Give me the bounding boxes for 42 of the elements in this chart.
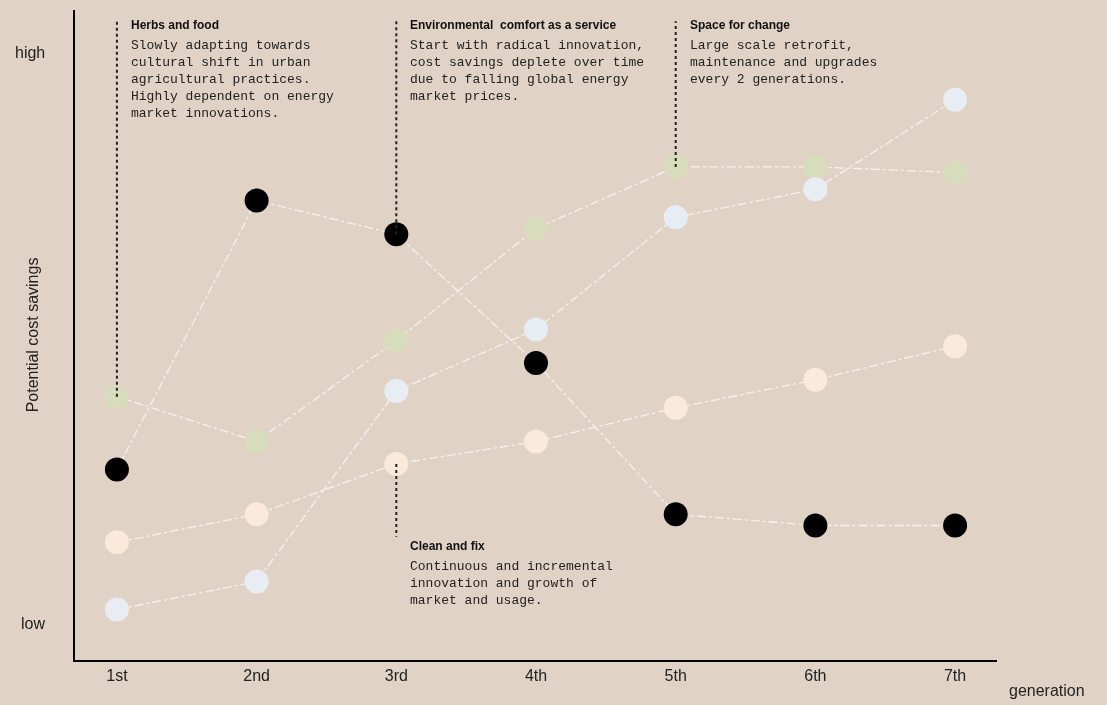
point	[663, 154, 688, 179]
annotation: Clean and fix Continuous and incremental innovation and growth of market and usage.	[410, 539, 614, 608]
x-tick-label: 2nd	[243, 667, 270, 685]
x-tick-label: 4th	[524, 667, 548, 685]
text: low	[21, 615, 46, 632]
point	[803, 154, 828, 179]
point	[244, 502, 269, 527]
x-tick-label: 6th	[804, 667, 827, 685]
point	[104, 384, 129, 409]
point	[943, 87, 968, 112]
annotation: Space for change Large scale retrofit, maintenance and upgrades every 2 generations.	[690, 18, 878, 87]
x-tick-label: 1st	[106, 667, 129, 685]
x-tick-label: 7th	[943, 667, 967, 685]
point	[384, 379, 409, 404]
x-tick-label: 5th	[664, 667, 687, 685]
point	[803, 177, 828, 202]
point	[663, 502, 688, 527]
point	[384, 222, 409, 247]
x-axis-title: generation	[1009, 682, 1085, 699]
point	[524, 317, 548, 342]
x-tick-label: 3rd	[384, 667, 408, 685]
annotation: Environmental comfort as a service Start with radical innovation, cost savings deplete over time due to falling global energy market prices.	[410, 18, 645, 104]
point	[104, 530, 129, 555]
point	[803, 513, 828, 538]
point	[104, 457, 129, 482]
point	[384, 451, 409, 476]
text: high	[15, 44, 46, 61]
point	[104, 597, 129, 622]
point	[524, 429, 548, 454]
point	[244, 429, 269, 454]
point	[803, 367, 828, 392]
point	[524, 216, 548, 241]
point	[663, 205, 688, 230]
point	[244, 569, 269, 594]
point	[244, 188, 269, 213]
point	[663, 395, 688, 420]
annotation: Herbs and food Slowly adapting towards cultural shift in urban agricultural practices. Highly dependent on energy market innovations.	[131, 18, 335, 121]
point	[943, 513, 968, 538]
point	[524, 351, 548, 376]
point	[384, 328, 409, 353]
y-axis-title: Potential cost savings	[24, 257, 42, 413]
point	[943, 334, 968, 359]
